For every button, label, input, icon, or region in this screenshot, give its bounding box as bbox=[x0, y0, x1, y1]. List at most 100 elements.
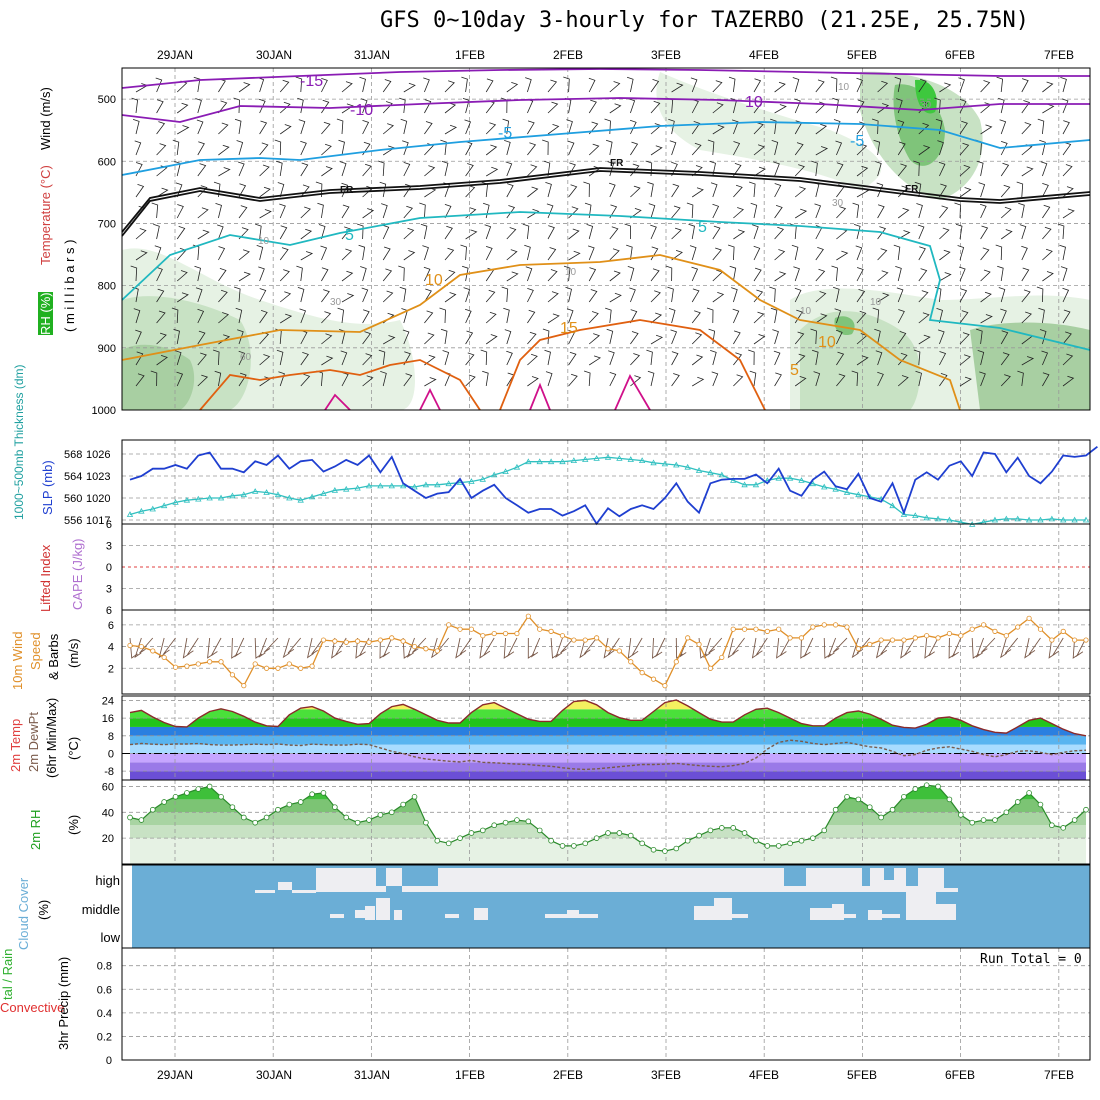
cloud-clear-area bbox=[278, 882, 292, 890]
thickness-point bbox=[570, 457, 578, 463]
wind-barb bbox=[555, 637, 563, 659]
wind-barb bbox=[287, 637, 302, 654]
wind-barb bbox=[928, 637, 939, 657]
temp-tick-label: -8 bbox=[104, 766, 114, 778]
rh-point bbox=[844, 793, 850, 800]
wind-barb bbox=[751, 637, 759, 659]
wind-speed-point bbox=[1049, 637, 1055, 643]
isotherm-label: 10 bbox=[258, 236, 270, 247]
thickness-point bbox=[525, 458, 532, 465]
thickness-point bbox=[1003, 515, 1010, 522]
rh-point bbox=[1060, 825, 1067, 831]
thickness-point bbox=[434, 481, 441, 488]
rh-shading-area bbox=[915, 79, 937, 114]
wind-speed-point bbox=[457, 626, 463, 632]
rh-point bbox=[946, 796, 953, 803]
rh-point bbox=[980, 817, 987, 823]
precip-tick-label: 0.6 bbox=[97, 984, 112, 996]
rh-point bbox=[741, 830, 748, 836]
wind-barb bbox=[158, 637, 166, 659]
rh-point bbox=[548, 837, 554, 844]
wind-speed-point bbox=[673, 659, 679, 665]
wind-speed-point bbox=[309, 663, 315, 669]
wind-speed-point bbox=[184, 663, 190, 669]
pressure-tick-label: 600 bbox=[98, 156, 116, 168]
isotherm-label: 10 bbox=[870, 297, 882, 308]
wind-barb bbox=[1052, 637, 1064, 656]
wind-speed-point bbox=[332, 638, 338, 644]
wind-speed-point bbox=[343, 639, 349, 645]
rh-point bbox=[411, 793, 418, 800]
temp-band bbox=[130, 709, 1086, 719]
cloud-clear-area bbox=[545, 914, 567, 918]
precip-axis-label: 3hr Precip (mm) bbox=[56, 956, 71, 1050]
cloud-unit-label: (%) bbox=[36, 899, 51, 920]
isotherm-label: -15 bbox=[300, 73, 323, 90]
rh-point bbox=[1071, 817, 1078, 823]
wind-speed-point bbox=[1026, 615, 1032, 621]
isotherm-line bbox=[121, 254, 961, 411]
thickness-point bbox=[934, 515, 942, 522]
rh-point bbox=[753, 837, 759, 844]
wind-barb bbox=[654, 637, 666, 658]
rh-point bbox=[172, 793, 179, 800]
thickness-point bbox=[377, 482, 384, 489]
wind-barb bbox=[211, 637, 222, 656]
rh-point bbox=[889, 806, 896, 813]
rh-point bbox=[719, 825, 725, 831]
thickness-tick-label: 568 bbox=[64, 449, 82, 461]
isotherm-line bbox=[121, 170, 1091, 237]
date-label-top: 5FEB bbox=[846, 48, 877, 62]
isotherm-label: FR bbox=[905, 184, 919, 195]
rh-point bbox=[275, 806, 281, 813]
pressure-tick-label: 700 bbox=[98, 218, 116, 230]
wind-speed-point bbox=[195, 661, 201, 667]
rh-shading-area bbox=[122, 344, 195, 410]
cloud-cover-label: Cloud Cover bbox=[16, 877, 31, 950]
date-label-top: 1FEB bbox=[454, 48, 485, 62]
isotherm-label: 30 bbox=[832, 198, 844, 209]
thickness-point bbox=[650, 459, 657, 466]
thickness-point bbox=[786, 474, 794, 481]
wind-speed-point bbox=[389, 635, 395, 641]
date-label-bottom: 7FEB bbox=[1043, 1068, 1074, 1082]
temp2m-label: 2m Temp bbox=[8, 718, 23, 772]
wind-speed-point bbox=[912, 635, 918, 641]
rh-point bbox=[218, 793, 224, 800]
temp-tick-label: 24 bbox=[102, 695, 114, 707]
wind10-barbs-label: & Barbs bbox=[46, 633, 61, 680]
thickness-point bbox=[1082, 516, 1090, 523]
isotherm-label: 15 bbox=[560, 320, 578, 337]
rh-point bbox=[1003, 809, 1010, 816]
wind-speed-point bbox=[924, 633, 930, 639]
thickness-point bbox=[673, 461, 680, 468]
rh-point bbox=[445, 840, 452, 847]
thickness-point bbox=[479, 475, 486, 482]
wind-barb bbox=[187, 637, 199, 656]
temp-band bbox=[130, 700, 1086, 710]
rh-tick-label: 60 bbox=[102, 781, 114, 793]
wind-speed-point bbox=[1037, 626, 1044, 632]
rh-point bbox=[1049, 822, 1055, 829]
wind-barb bbox=[880, 637, 893, 655]
wind-speed-point bbox=[662, 683, 668, 689]
wind-speed-point bbox=[696, 641, 702, 648]
pressure-tick-label: 1000 bbox=[92, 405, 116, 417]
thickness-point bbox=[491, 471, 498, 478]
rh-point bbox=[684, 837, 691, 844]
thickness-point bbox=[855, 491, 862, 498]
lifted-index-label: Lifted Index bbox=[38, 544, 53, 612]
rh-tick-label: 40 bbox=[102, 807, 114, 819]
rh-point bbox=[696, 832, 702, 839]
wind-speed-point bbox=[218, 659, 224, 665]
cloud-clear-area bbox=[918, 868, 944, 892]
wind-speed-point bbox=[1060, 628, 1066, 634]
temp-band bbox=[130, 771, 1086, 780]
wind-speed-point bbox=[263, 665, 270, 671]
rh-point bbox=[901, 793, 907, 800]
wind-speed-point bbox=[844, 624, 850, 630]
rh-point bbox=[627, 832, 634, 839]
wind-speed-point bbox=[320, 637, 327, 643]
cloud-row-label: high bbox=[95, 873, 120, 888]
thickness-point bbox=[582, 456, 589, 462]
